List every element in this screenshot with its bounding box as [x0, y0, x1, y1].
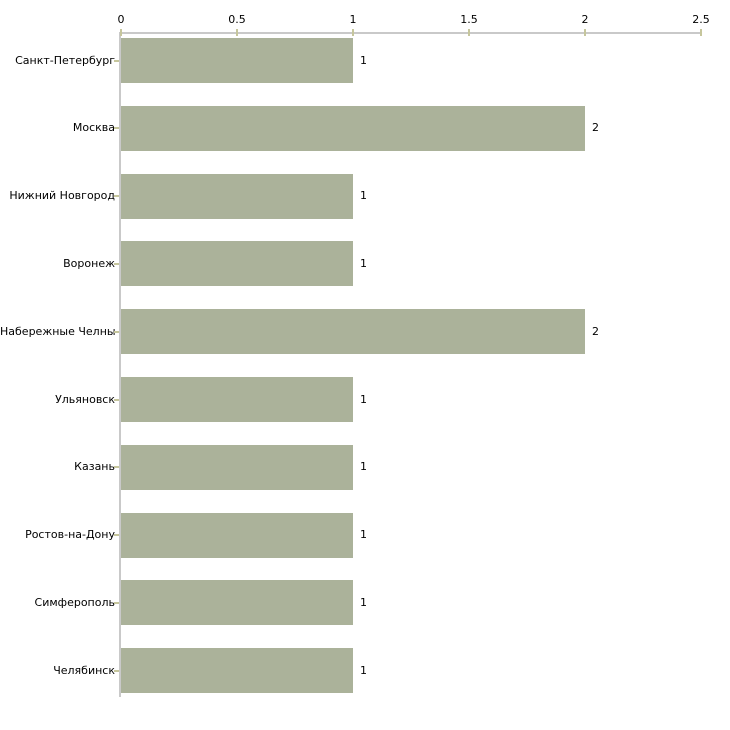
y-tick-mark: [114, 127, 119, 130]
category-label: Воронеж: [63, 256, 115, 270]
x-tick-mark: [236, 29, 238, 36]
bar: [121, 105, 585, 151]
category-label: Набережные Челны: [0, 324, 116, 338]
x-tick-label: 2.5: [692, 13, 710, 26]
value-label: 1: [360, 663, 367, 677]
value-label: 1: [360, 189, 367, 203]
x-tick-label: 0: [117, 13, 125, 26]
bar: [121, 173, 353, 219]
bar: [121, 580, 353, 626]
x-tick-label: 2: [581, 13, 589, 26]
category-label: Казань: [74, 460, 115, 474]
y-tick-mark: [114, 262, 119, 265]
x-tick-mark: [468, 29, 470, 36]
y-tick-mark: [114, 669, 119, 672]
bar: [121, 309, 585, 355]
bar: [121, 512, 353, 558]
bar: [121, 241, 353, 287]
x-tick-mark: [120, 29, 122, 36]
y-tick-mark: [114, 398, 119, 401]
bar: [121, 377, 353, 422]
value-label: 1: [360, 460, 367, 474]
x-tick-label: 0.5: [228, 13, 246, 26]
category-label: Москва: [72, 121, 115, 135]
x-tick-label: 1.5: [460, 13, 478, 26]
y-tick-mark: [114, 534, 119, 537]
y-tick-mark: [114, 466, 119, 469]
value-label: 1: [360, 392, 367, 406]
value-label: 1: [360, 528, 367, 542]
x-tick-mark: [352, 29, 354, 36]
x-tick-mark: [700, 29, 702, 36]
category-label: Ростов-на-Дону: [25, 528, 115, 542]
y-axis-line: [119, 32, 121, 697]
value-label: 1: [360, 595, 367, 609]
x-tick-mark: [584, 29, 586, 36]
y-tick-mark: [114, 195, 119, 198]
bar: [121, 648, 353, 694]
bar: [121, 38, 353, 83]
category-label: Нижний Новгород: [9, 189, 115, 203]
y-tick-mark: [114, 59, 119, 62]
bar: [121, 444, 353, 490]
y-tick-mark: [114, 601, 119, 604]
category-label: Челябинск: [53, 663, 115, 677]
y-tick-mark: [114, 330, 119, 333]
value-label: 2: [592, 121, 599, 135]
value-label: 1: [360, 256, 367, 270]
x-axis-line: [119, 32, 701, 34]
category-label: Симферополь: [34, 595, 115, 609]
category-label: Санкт-Петербург: [15, 53, 115, 67]
value-label: 1: [360, 53, 367, 67]
value-label: 2: [592, 324, 599, 338]
x-tick-label: 1: [349, 13, 357, 26]
category-label: Ульяновск: [55, 392, 115, 406]
